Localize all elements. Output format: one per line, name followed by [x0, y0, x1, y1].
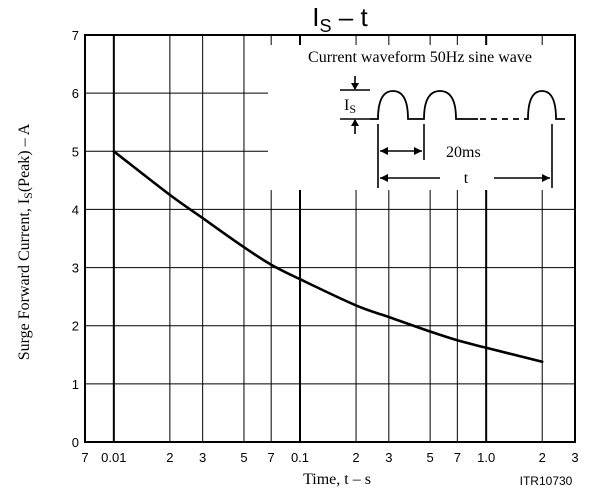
x-tick-label: 5	[240, 450, 247, 465]
x-axis-label: Time, t – s	[303, 471, 371, 488]
y-axis-label-sub: S	[21, 192, 35, 199]
y-axis-label: Surge Forward Current, IS(Peak) – A	[16, 123, 35, 360]
y-tick-label: 6	[72, 86, 79, 101]
x-tick-labels: 7 0.01 2 3 5 7 0.1 2 3 5 7 1.0 2 3	[81, 450, 578, 465]
waveform-left	[370, 90, 478, 120]
y-axis-label-main: Surge Forward Current, I	[16, 199, 33, 360]
y-tick-label: 5	[72, 144, 79, 159]
x-tick-label: 2	[539, 450, 546, 465]
y-tick-label: 1	[72, 377, 79, 392]
x-tick-label: 0.01	[101, 450, 126, 465]
x-tick-label: 7	[454, 450, 461, 465]
is-arrow-top-head	[351, 83, 359, 90]
duration-label: t	[464, 170, 469, 187]
y-tick-label: 2	[72, 319, 79, 334]
x-tick-label: 0.1	[291, 450, 309, 465]
x-tick-label: 3	[571, 450, 578, 465]
figure-code: ITR10730	[520, 474, 573, 488]
waveform-right	[526, 90, 565, 120]
y-tick-label: 7	[72, 28, 79, 43]
x-tick-label: 2	[352, 450, 359, 465]
period-label: 20ms	[446, 144, 481, 161]
series-curve	[112, 150, 544, 364]
y-tick-label: 0	[72, 435, 79, 450]
waveform-inset: Current waveform 50Hz sine wave IS 20ms …	[308, 49, 565, 188]
inset-is-label-sub: S	[349, 102, 356, 116]
y-axis-label-rest: (Peak) – A	[16, 123, 33, 192]
duration-arrow-head-right	[542, 174, 550, 182]
plot-frame	[84, 34, 576, 443]
x-tick-label: 5	[427, 450, 434, 465]
x-tick-label: 1.0	[477, 450, 495, 465]
inset-is-label-main: I	[344, 97, 349, 114]
y-tick-label: 3	[72, 261, 79, 276]
inset-background	[268, 45, 574, 190]
x-tick-label: 7	[268, 450, 275, 465]
duration-arrow-head-left	[380, 174, 388, 182]
x-tick-label: 7	[81, 450, 88, 465]
period-arrow-head-right	[414, 147, 422, 155]
y-tick-labels: 0 1 2 3 4 5 6 7	[72, 28, 79, 450]
inset-caption: Current waveform 50Hz sine wave	[308, 49, 532, 66]
period-arrow-head-left	[380, 147, 388, 155]
chart-title-rest: – t	[332, 2, 369, 32]
chart-title-sub: S	[320, 16, 332, 36]
y-tick-label: 4	[72, 202, 79, 217]
x-tick-label: 3	[199, 450, 206, 465]
is-arrow-bottom-head	[351, 119, 359, 126]
chart-title: IS – t	[312, 2, 368, 36]
inset-is-label: IS	[344, 97, 356, 116]
x-tick-label: 3	[385, 450, 392, 465]
x-tick-label: 2	[166, 450, 173, 465]
chart-title-main: I	[312, 2, 319, 32]
